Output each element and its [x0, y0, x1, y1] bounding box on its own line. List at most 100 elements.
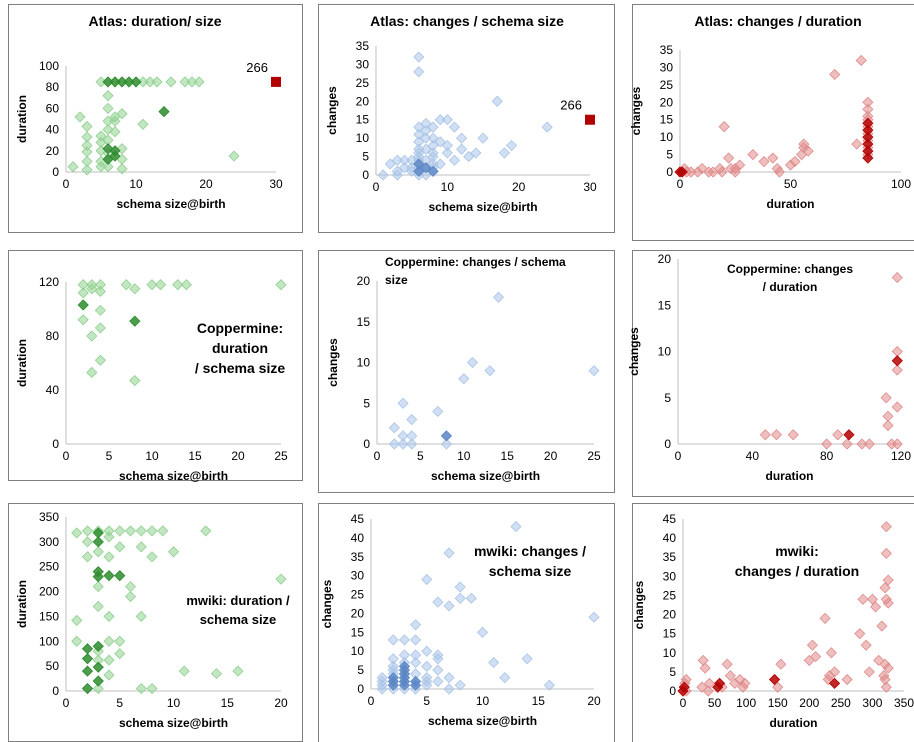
- y-axis-label: changes: [627, 327, 641, 376]
- scatter-point: [116, 108, 128, 120]
- y-tick-label: 10: [357, 356, 371, 370]
- scatter-point-dense: [843, 429, 855, 441]
- scatter-point: [880, 521, 892, 533]
- y-tick-label: 40: [663, 531, 677, 545]
- y-tick-label: 40: [351, 531, 365, 545]
- x-tick-label: 30: [269, 177, 283, 191]
- y-tick-label: 20: [658, 252, 672, 266]
- y-tick-label: 10: [351, 644, 365, 658]
- chart-frame: [318, 503, 615, 742]
- scatter-point: [94, 354, 106, 366]
- scatter-point: [103, 669, 115, 681]
- y-tick-label: 20: [663, 608, 677, 622]
- y-tick-label: 20: [660, 95, 674, 109]
- y-tick-label: 10: [356, 131, 370, 145]
- scatter-point: [821, 438, 833, 450]
- scatter-point: [92, 682, 104, 695]
- x-tick-label: 0: [374, 449, 381, 463]
- scatter-point: [67, 161, 79, 173]
- scatter-point: [376, 672, 388, 684]
- scatter-point: [739, 677, 751, 689]
- scatter-point-dense: [92, 661, 104, 673]
- chart-title: Atlas: changes / duration: [694, 13, 861, 29]
- scatter-point: [484, 365, 496, 377]
- scatter-point: [413, 51, 425, 63]
- scatter-point: [880, 681, 892, 693]
- scatter-point: [406, 413, 418, 426]
- scatter-point-dense: [130, 76, 142, 88]
- y-tick-label: 5: [357, 663, 364, 677]
- scatter-point: [397, 430, 409, 442]
- scatter-point: [773, 166, 786, 178]
- x-axis-label: schema size@birth: [428, 200, 537, 214]
- scatter-point: [891, 438, 903, 450]
- scatter-point: [758, 155, 770, 168]
- y-tick-label: 80: [46, 80, 60, 94]
- scatter-point: [543, 679, 555, 691]
- scatter-point: [440, 438, 453, 450]
- scatter-point: [477, 132, 489, 144]
- scatter-point: [734, 159, 746, 171]
- scatter-point: [92, 546, 104, 558]
- scatter-point: [420, 169, 432, 181]
- y-axis-label: duration: [15, 95, 29, 143]
- scatter-point: [476, 626, 489, 638]
- x-tick-label: 25: [274, 449, 288, 463]
- scatter-point: [167, 546, 180, 558]
- y-tick-label: 5: [666, 148, 673, 162]
- scatter-point: [420, 125, 432, 137]
- scatter-point-dense: [676, 166, 688, 178]
- scatter-point: [71, 527, 83, 539]
- scatter-point: [420, 117, 432, 129]
- scatter-point: [81, 120, 93, 132]
- scatter-point-dense: [862, 145, 874, 157]
- scatter-point: [747, 149, 759, 161]
- y-tick-label: 15: [356, 113, 370, 127]
- scatter-point-dense: [92, 571, 104, 583]
- y-tick-label: 15: [357, 315, 371, 329]
- scatter-point: [102, 102, 114, 114]
- y-axis-label: changes: [326, 338, 340, 387]
- scatter-point: [129, 283, 141, 295]
- scatter-point: [124, 590, 137, 603]
- scatter-point: [854, 628, 866, 640]
- scatter-point-dense: [77, 299, 89, 311]
- y-tick-label: 0: [52, 684, 59, 698]
- scatter-point: [841, 673, 853, 686]
- y-tick-label: 0: [363, 437, 370, 451]
- scatter-point: [454, 592, 466, 604]
- x-tick-label: 15: [532, 694, 546, 708]
- scatter-point: [81, 525, 94, 537]
- scatter-point: [441, 139, 453, 152]
- scatter-point-dense: [129, 315, 141, 327]
- x-tick-label: 30: [583, 180, 597, 194]
- x-tick-label: 20: [544, 449, 558, 463]
- scatter-point: [443, 547, 455, 559]
- x-axis-label: schema size@birth: [116, 197, 225, 211]
- scatter-point: [421, 645, 433, 657]
- scatter-point: [588, 365, 600, 377]
- chart-title: Coppermine:: [197, 320, 283, 336]
- scatter-point: [775, 658, 787, 670]
- scatter-point: [94, 285, 106, 298]
- scatter-point-dense: [862, 124, 874, 136]
- scatter-point-dense: [103, 570, 115, 582]
- y-tick-label: 20: [356, 94, 370, 108]
- scatter-point: [151, 76, 163, 88]
- scatter-point: [882, 574, 894, 586]
- scatter-point: [767, 152, 779, 164]
- y-tick-label: 10: [663, 646, 677, 660]
- scatter-point: [879, 582, 891, 594]
- chart-panel-8: 0 5 10 15 20 0 5 10 15 20 25 30 35 40 45 schema size@bi…: [318, 503, 615, 742]
- scatter-point: [92, 600, 104, 613]
- x-axis-label: schema size@birth: [428, 714, 537, 728]
- chart-title: mwiki:: [775, 543, 819, 559]
- scatter-point: [432, 596, 444, 608]
- scatter-point: [828, 666, 841, 678]
- x-tick-label: 10: [145, 449, 159, 463]
- scatter-point: [413, 128, 425, 141]
- x-tick-label: 40: [746, 449, 760, 463]
- scatter-point: [391, 165, 403, 177]
- y-tick-label: 0: [669, 684, 676, 698]
